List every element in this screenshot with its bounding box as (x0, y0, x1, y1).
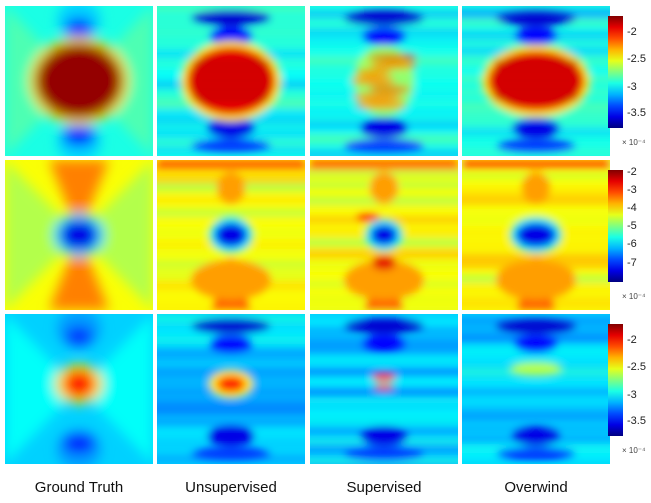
panel-row2-unsupervised (157, 160, 305, 310)
colorbar-tick-label: -2 (627, 166, 637, 179)
column-label: Overwind (504, 479, 568, 496)
column-label: Supervised (346, 479, 422, 496)
colorbar-row3 (608, 324, 623, 436)
colorbar-tick-label: -3 (627, 184, 637, 197)
colorbar-tick-label: -2.5 (627, 360, 646, 373)
colorbar-tick-label: -2.5 (627, 52, 646, 65)
colorbar-tick-label: -4 (627, 202, 637, 215)
colorbar-multiplier: × 10⁻⁴ (622, 446, 646, 455)
panel-row1-unsupervised (157, 6, 305, 156)
panel-row2-supervised (310, 160, 458, 310)
colorbar-multiplier: × 10⁻⁴ (622, 292, 646, 301)
panel-row2-ground-truth (5, 160, 153, 310)
colorbar-multiplier: × 10⁻⁴ (622, 138, 646, 147)
panel-row1-overwind (462, 6, 610, 156)
colorbar-tick-label: -2 (627, 333, 637, 346)
panel-row3-overwind (462, 314, 610, 464)
colorbar-tick-label: -3 (627, 80, 637, 93)
colorbar-tick-label: -3.5 (627, 107, 646, 120)
colorbar-tick-label: -5 (627, 220, 637, 232)
colorbar-tick-label: -6 (627, 237, 637, 250)
column-label: Ground Truth (34, 479, 124, 496)
colorbar-row2 (608, 170, 623, 282)
colorbar-row1 (608, 16, 623, 128)
panel-row1-ground-truth (5, 6, 153, 156)
column-label: Unsupervised (185, 479, 277, 496)
panel-row3-supervised (310, 314, 458, 464)
colorbar-tick-label: -3 (627, 388, 637, 401)
panel-row3-unsupervised (157, 314, 305, 464)
panel-row2-overwind (462, 160, 610, 310)
panel-row1-supervised (310, 6, 458, 156)
colorbar-tick-label: -7 (627, 256, 637, 269)
colorbar-tick-label: -3.5 (627, 415, 646, 428)
panel-row3-ground-truth (5, 314, 153, 464)
colorbar-tick-label: -2 (627, 25, 637, 38)
